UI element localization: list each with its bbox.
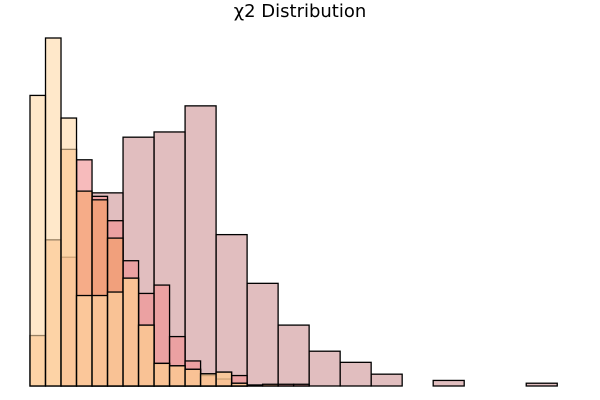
histogram-bar (230, 382, 248, 387)
histogram-bar (29, 94, 47, 387)
histogram-bar (137, 324, 155, 387)
histogram-bar (184, 105, 217, 387)
histogram-bar (277, 324, 310, 387)
histogram-bar (277, 383, 295, 387)
histogram-bar (432, 379, 465, 387)
histogram-bar (370, 373, 403, 387)
histogram-bar (246, 282, 279, 387)
histogram-bar (153, 362, 171, 387)
histogram-bar (246, 384, 264, 387)
histogram-bar (60, 117, 78, 387)
histogram-bar (168, 365, 186, 387)
chart-title: χ2 Distribution (233, 1, 367, 22)
histogram-bar (292, 383, 310, 387)
histogram-series-4 (29, 37, 248, 387)
histogram-bar (44, 37, 62, 387)
histogram-bar (215, 371, 233, 387)
histogram-bar (308, 350, 341, 387)
histogram-bar (106, 291, 124, 387)
histogram-bar (184, 368, 202, 387)
histogram-bar (122, 277, 140, 387)
histogram-bar (215, 233, 248, 387)
histogram-bar (91, 294, 109, 387)
histogram-bar (75, 294, 93, 387)
histogram-bar (525, 382, 558, 387)
histogram-bar (261, 383, 279, 387)
histogram-bar (199, 373, 217, 387)
histogram-bar (339, 361, 372, 387)
